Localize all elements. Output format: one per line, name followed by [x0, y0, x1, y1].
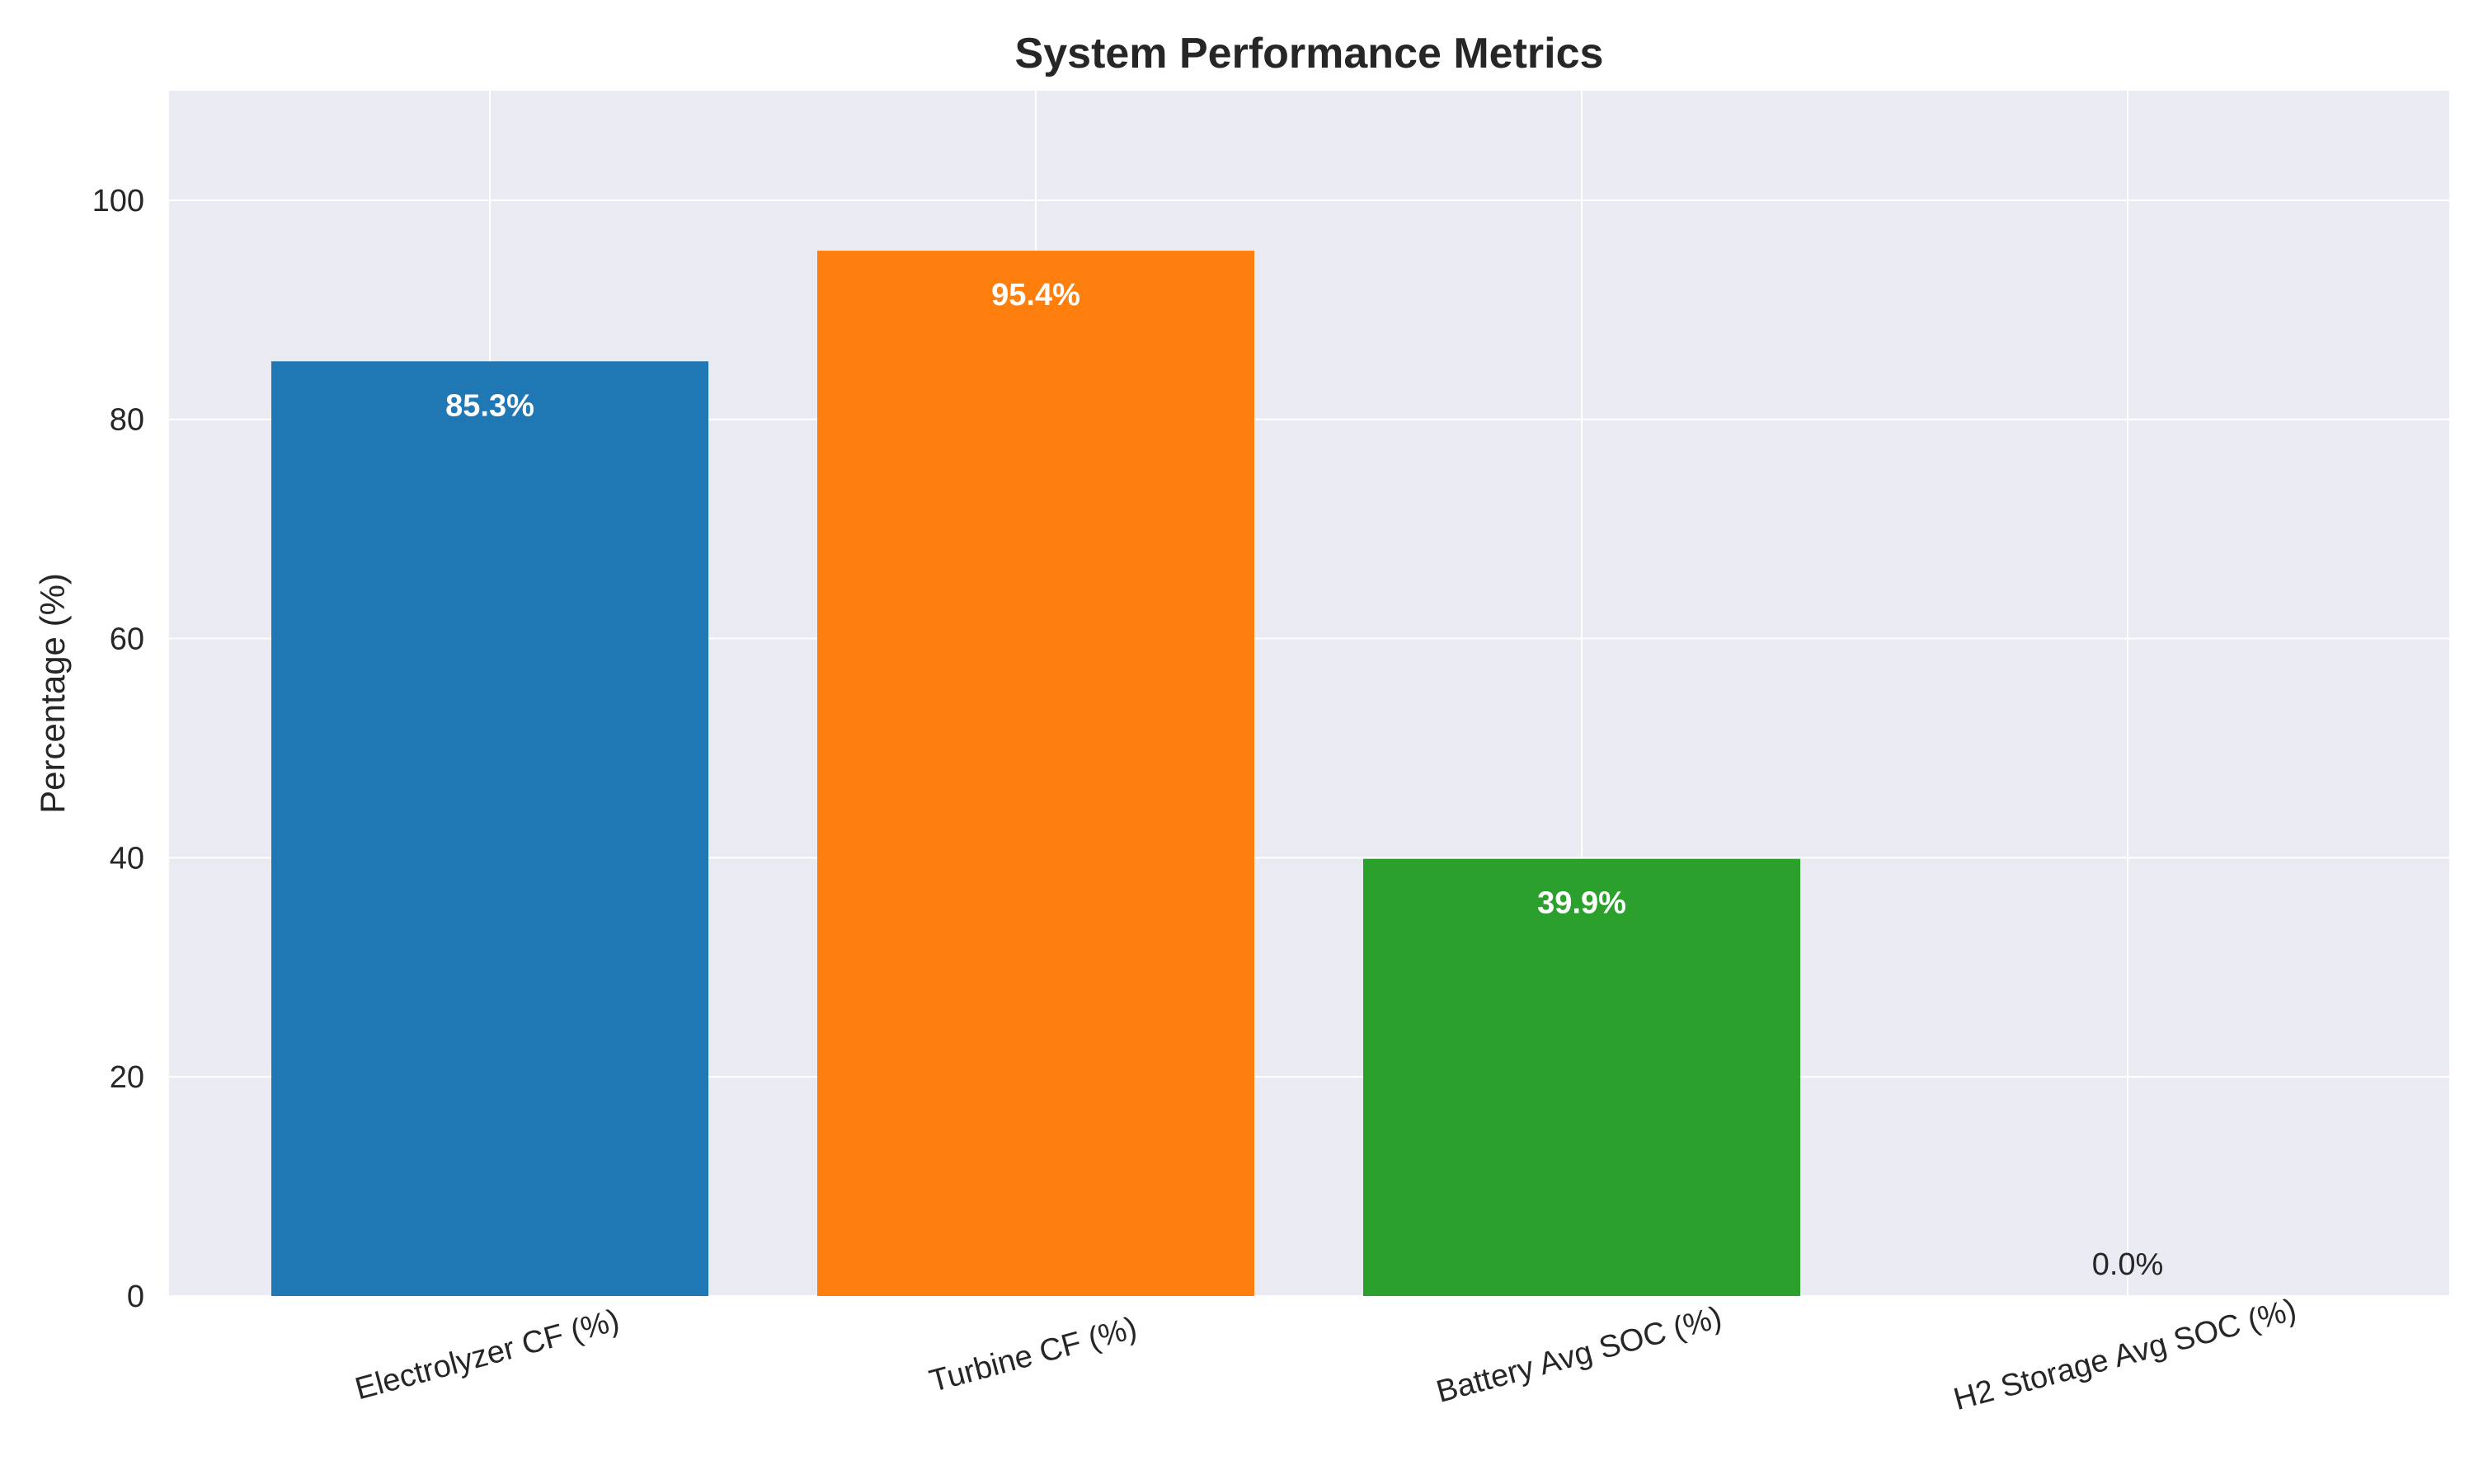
- x-tick-label: H2 Storage Avg SOC (%): [1950, 1293, 2300, 1417]
- y-axis-title: Percentage (%): [33, 573, 72, 814]
- x-tick-label: Electrolyzer CF (%): [351, 1303, 623, 1407]
- y-tick-label: 0: [127, 1280, 144, 1314]
- bar-value-label: 39.9%: [1537, 886, 1626, 921]
- y-axis-ticks: 0 20 40 60 80 100: [92, 184, 144, 1314]
- bar: [817, 251, 1254, 1297]
- x-axis-ticks: Electrolyzer CF (%) Turbine CF (%) Battery…: [351, 1293, 2300, 1417]
- x-tick-label: Battery Avg SOC (%): [1432, 1300, 1725, 1410]
- bar-value-label: 0.0%: [2092, 1247, 2164, 1282]
- bar: [1363, 858, 1800, 1296]
- y-tick-label: 60: [110, 622, 144, 657]
- y-tick-label: 20: [110, 1060, 144, 1095]
- y-tick-label: 80: [110, 403, 144, 438]
- bar: [271, 361, 708, 1297]
- x-tick-label: Turbine CF (%): [926, 1311, 1141, 1399]
- chart-title: System Performance Metrics: [1015, 30, 1604, 77]
- bars: [271, 251, 1800, 1297]
- bar-value-labels: 85.3% 95.4% 39.9% 0.0%: [445, 278, 2163, 1282]
- y-tick-label: 100: [92, 184, 144, 218]
- bar-value-label: 85.3%: [445, 388, 534, 423]
- y-tick-label: 40: [110, 841, 144, 876]
- bar-value-label: 95.4%: [991, 278, 1080, 312]
